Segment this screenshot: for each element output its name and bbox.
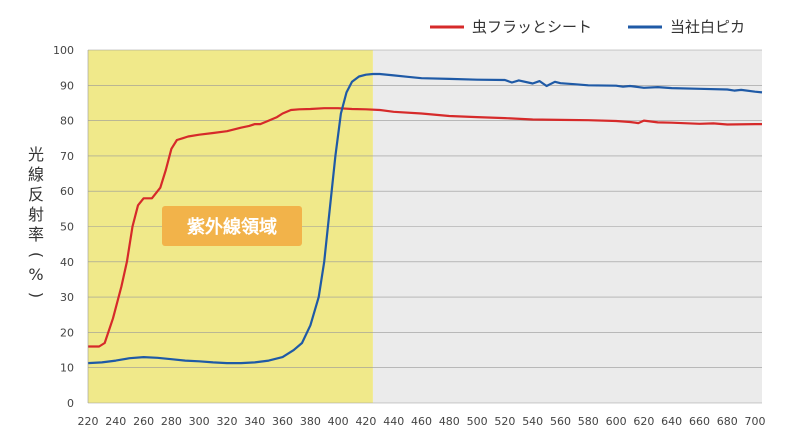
y-axis-label-char: 率 — [28, 225, 44, 244]
x-tick-label: 620 — [633, 415, 654, 428]
x-tick-label: 700 — [745, 415, 766, 428]
y-tick-label: 10 — [60, 362, 74, 375]
y-tick-label: 80 — [60, 115, 74, 128]
y-tick-label: 50 — [60, 221, 74, 234]
region-label-group: 紫外線領域 — [162, 206, 302, 246]
x-tick-label: 520 — [494, 415, 515, 428]
y-axis-label-char: 線 — [28, 165, 44, 184]
x-tick-label: 360 — [272, 415, 293, 428]
y-tick-label: 30 — [60, 291, 74, 304]
series-layer — [87, 72, 763, 365]
x-tick-label: 460 — [411, 415, 432, 428]
legend: 虫フラッとシート 当社白ピカ — [430, 18, 745, 36]
x-tick-label: 640 — [661, 415, 682, 428]
uv-region-label: 紫外線領域 — [187, 216, 277, 238]
x-tick-label: 320 — [216, 415, 237, 428]
uv-region-label-box — [162, 206, 302, 246]
x-tick-label: 600 — [606, 415, 627, 428]
x-tick-label: 660 — [689, 415, 710, 428]
y-tick-label: 40 — [60, 256, 74, 269]
legend-label: 当社白ピカ — [670, 18, 745, 36]
x-tick-label: 380 — [300, 415, 321, 428]
x-tick-label: 560 — [550, 415, 571, 428]
x-tick-label: 260 — [133, 415, 154, 428]
x-tick-label: 400 — [328, 415, 349, 428]
y-tick-label: 60 — [60, 185, 74, 198]
x-tick-label: 580 — [578, 415, 599, 428]
axes: 0 10 20 30 40 50 60 70 80 90 100 220 240 260 280 300 320… — [53, 44, 766, 428]
x-tick-label: 680 — [717, 415, 738, 428]
y-axis-label-char: % — [28, 265, 43, 284]
x-tick-label: 240 — [105, 415, 126, 428]
y-tick-label: 0 — [67, 397, 74, 410]
x-tick-label: 440 — [383, 415, 404, 428]
y-tick-label: 20 — [60, 326, 74, 339]
x-tick-label: 280 — [161, 415, 182, 428]
legend-label: 虫フラッとシート — [472, 18, 592, 36]
x-tick-label: 500 — [467, 415, 488, 428]
x-tick-label: 300 — [189, 415, 210, 428]
x-tick-label: 540 — [522, 415, 543, 428]
series-line-1 — [88, 107, 762, 348]
x-tick-label: 220 — [78, 415, 99, 428]
y-tick-label: 90 — [60, 79, 74, 92]
y-axis-label-char: ( — [27, 252, 46, 258]
y-axis-label-char: 光 — [28, 145, 44, 164]
y-tick-label: 70 — [60, 150, 74, 163]
y-axis-label-char: 反 — [28, 185, 44, 204]
x-tick-label: 480 — [439, 415, 460, 428]
x-tick-label: 420 — [355, 415, 376, 428]
series-line-2 — [87, 72, 763, 365]
x-tick-label: 340 — [244, 415, 265, 428]
y-tick-label: 100 — [53, 44, 74, 57]
y-axis-label-char: 射 — [28, 205, 44, 224]
y-axis-label-char: ) — [27, 292, 46, 298]
